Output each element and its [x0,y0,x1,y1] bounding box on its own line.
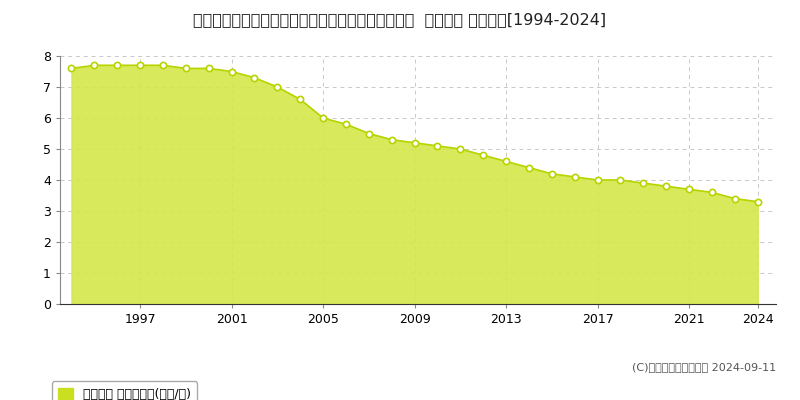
Legend: 地価公示 平均坪単価(万円/坪): 地価公示 平均坪単価(万円/坪) [52,381,198,400]
Text: (C)土地価格ドットコム 2024-09-11: (C)土地価格ドットコム 2024-09-11 [632,362,776,372]
Text: 長野県上水内郡信濃町大字古間字切通し９２５番２  地価公示 地価推移[1994-2024]: 長野県上水内郡信濃町大字古間字切通し９２５番２ 地価公示 地価推移[1994-2… [194,12,606,27]
